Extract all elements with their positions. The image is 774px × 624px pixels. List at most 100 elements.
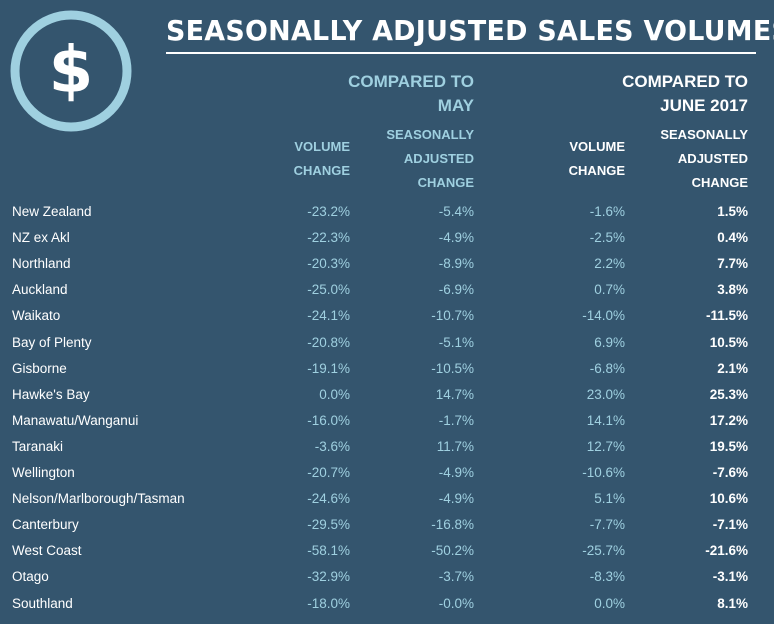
table-cell: 25.3% [709,387,748,402]
col-header-may-volume: VOLUME CHANGE [294,135,350,183]
table-cell: -20.3% [307,256,350,271]
page-title: SEASONALLY ADJUSTED SALES VOLUMES [166,14,774,47]
group-header-june-line1: COMPARED TO [622,72,748,91]
row-label: Canterbury [12,517,79,532]
table-cell: -4.9% [438,230,474,245]
table-cell: -25.0% [307,282,350,297]
table-cell: 8.1% [717,596,748,611]
dollar-symbol: $ [49,34,94,108]
table-cell: 14.7% [435,387,474,402]
table-cell: 19.5% [709,439,748,454]
table-cell: -14.0% [582,308,625,323]
table-cell: 10.5% [709,335,748,350]
table-cell: -24.6% [307,491,350,506]
table-cell: -6.8% [589,361,625,376]
col-header-line: ADJUSTED [403,151,474,166]
row-label: Bay of Plenty [12,335,92,350]
table-cell: -20.7% [307,465,350,480]
table-cell: -58.1% [307,543,350,558]
table-cell: -20.8% [307,335,350,350]
group-header-june: COMPARED TO JUNE 2017 [622,70,748,118]
table-cell: -21.6% [705,543,748,558]
table-cell: -7.1% [712,517,748,532]
dollar-icon: $ [10,10,132,132]
table-cell: -8.9% [438,256,474,271]
table-cell: -7.7% [589,517,625,532]
table-cell: -32.9% [307,569,350,584]
table-cell: -22.3% [307,230,350,245]
col-header-line: SEASONALLY [386,127,474,142]
row-label: NZ ex Akl [12,230,70,245]
table-cell: -4.9% [438,491,474,506]
col-header-line: SEASONALLY [660,127,748,142]
table-cell: -2.5% [589,230,625,245]
table-cell: -29.5% [307,517,350,532]
table-cell: 12.7% [586,439,625,454]
table-cell: -24.1% [307,308,350,323]
row-label: Northland [12,256,71,271]
group-header-june-line2: JUNE 2017 [660,96,748,115]
table-cell: 0.7% [594,282,625,297]
col-header-june-volume: VOLUME CHANGE [569,135,625,183]
table-cell: 7.7% [717,256,748,271]
row-label: West Coast [12,543,82,558]
row-label: Southland [12,596,73,611]
table-cell: 1.5% [717,204,748,219]
col-header-june-seasonal: SEASONALLY ADJUSTED CHANGE [660,123,748,195]
table-cell: -3.1% [712,569,748,584]
table-cell: 0.0% [594,596,625,611]
col-header-may-seasonal: SEASONALLY ADJUSTED CHANGE [386,123,474,195]
table-cell: 3.8% [717,282,748,297]
table-cell: 6.9% [594,335,625,350]
title-underline [166,52,756,54]
col-header-line: CHANGE [293,163,350,178]
table-cell: 23.0% [586,387,625,402]
col-header-line: VOLUME [294,139,350,154]
table-cell: -8.3% [589,569,625,584]
table-cell: 2.2% [594,256,625,271]
col-header-line: CHANGE [568,163,625,178]
table-cell: -7.6% [712,465,748,480]
table-cell: -16.0% [307,413,350,428]
col-header-line: ADJUSTED [677,151,748,166]
row-label: Gisborne [12,361,67,376]
row-label: Waikato [12,308,61,323]
table-cell: -10.7% [431,308,474,323]
table-cell: 0.0% [319,387,350,402]
group-header-may-line2: MAY [437,96,474,115]
table-cell: -1.7% [438,413,474,428]
row-label: Auckland [12,282,68,297]
table-cell: -0.0% [438,596,474,611]
col-header-line: CHANGE [417,175,474,190]
col-header-line: CHANGE [691,175,748,190]
table-cell: 14.1% [586,413,625,428]
table-cell: -19.1% [307,361,350,376]
row-label: Otago [12,569,49,584]
row-label: Hawke's Bay [12,387,90,402]
table-cell: -10.5% [431,361,474,376]
table-cell: 11.7% [436,439,474,454]
table-cell: -11.5% [705,308,748,323]
table-cell: -4.9% [438,465,474,480]
row-label: Nelson/Marlborough/Tasman [12,491,185,506]
row-label: Wellington [12,465,75,480]
table-cell: -18.0% [307,596,350,611]
row-label: Manawatu/Wanganui [12,413,139,428]
table-cell: -23.2% [307,204,350,219]
row-label: New Zealand [12,204,92,219]
col-header-line: VOLUME [569,139,625,154]
table-cell: -6.9% [438,282,474,297]
table-cell: 10.6% [709,491,748,506]
group-header-may-line1: COMPARED TO [348,72,474,91]
table-cell: -25.7% [582,543,625,558]
table-cell: -1.6% [589,204,625,219]
table-cell: -50.2% [431,543,474,558]
row-label: Taranaki [12,439,64,454]
table-cell: -16.8% [431,517,474,532]
group-header-may: COMPARED TO MAY [348,70,474,118]
table-cell: -3.6% [314,439,350,454]
table-cell: -10.6% [582,465,625,480]
table-cell: 5.1% [594,491,625,506]
table-cell: 17.2% [709,413,748,428]
table-cell: -5.1% [438,335,474,350]
